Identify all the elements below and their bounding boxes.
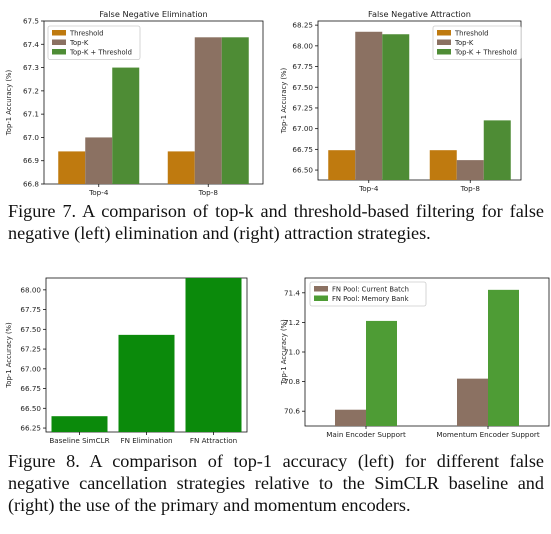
legend-swatch [437, 49, 451, 55]
y-axis-label: Top-1 Accuracy (%) [280, 67, 288, 134]
y-tick-label: 66.75 [20, 384, 41, 393]
bar [429, 150, 457, 180]
y-tick-label: 66.25 [20, 424, 41, 433]
y-tick-label: 71.0 [284, 348, 300, 357]
legend-swatch [437, 30, 451, 36]
x-tick-label: Main Encoder Support [326, 430, 406, 439]
legend-label: Threshold [454, 30, 489, 38]
y-tick-label: 67.1 [23, 110, 39, 119]
bar [488, 289, 519, 426]
figure-8-caption: Figure 8. A comparison of top-1 accuracy… [8, 450, 544, 516]
x-tick-label: Baseline SimCLR [49, 436, 109, 445]
y-tick-label: 67.00 [292, 124, 313, 133]
y-tick-label: 71.4 [284, 288, 300, 297]
bar [355, 31, 383, 180]
x-tick-label: Top-4 [358, 184, 379, 193]
y-axis-label: Top-1 Accuracy (%) [5, 322, 13, 389]
bar [118, 334, 175, 432]
bar [457, 378, 488, 426]
bar [483, 120, 511, 180]
legend-swatch [314, 295, 328, 301]
y-tick-label: 67.75 [20, 305, 41, 314]
y-tick-label: 67.4 [23, 40, 39, 49]
y-tick-label: 70.6 [284, 407, 300, 416]
y-tick-label: 67.0 [23, 133, 39, 142]
fn-attraction-chart: False Negative Attraction Top-1 Accuracy … [280, 9, 522, 193]
x-tick-label: Momentum Encoder Support [436, 430, 540, 439]
bar [51, 416, 108, 432]
legend-box [432, 25, 522, 60]
legend-box [47, 25, 141, 60]
plot-frame [317, 20, 522, 181]
legend-swatch [52, 39, 66, 45]
x-tick-label: Top-4 [88, 188, 109, 197]
y-axis-label: Top-1 Accuracy (%) [5, 69, 13, 136]
y-tick-label: 66.75 [292, 145, 313, 154]
x-tick-label: Top-8 [198, 188, 219, 197]
plot-frame [43, 20, 264, 185]
legend-label: FN Pool: Current Batch [332, 286, 409, 294]
y-tick-label: 67.2 [23, 86, 39, 95]
y-tick-label: 70.8 [284, 377, 300, 386]
y-tick-label: 67.50 [292, 83, 313, 92]
figure-7-caption-text: Figure 7. A comparison of top-k and thre… [8, 201, 544, 243]
x-tick-label: FN Elimination [120, 436, 172, 445]
y-tick-label: 67.25 [292, 103, 313, 112]
bar [366, 320, 397, 426]
legend-label: Threshold [69, 30, 104, 38]
legend-label: Top-K + Threshold [69, 49, 132, 57]
legend-label: Top-K [69, 39, 89, 47]
bar [328, 150, 356, 180]
legend-swatch [52, 49, 66, 55]
bar [112, 67, 140, 184]
legend-label: Top-K [454, 39, 474, 47]
bar [85, 137, 113, 184]
chart-title: False Negative Elimination [99, 9, 207, 19]
y-tick-label: 67.5 [23, 17, 39, 26]
y-tick-label: 67.50 [20, 325, 41, 334]
bar [221, 37, 249, 184]
x-tick-label: FN Attraction [190, 436, 237, 445]
y-tick-label: 67.75 [292, 62, 313, 71]
y-axis-label: Top-1 Accuracy (%) [280, 319, 288, 386]
fn-strategy-chart: Top-1 Accuracy (%) 66.25 66.50 66.75 67.00 67… [5, 277, 248, 445]
y-tick-label: 71.2 [284, 318, 300, 327]
y-tick-label: 66.9 [23, 156, 39, 165]
fn-elimination-chart: False Negative Elimination Top-1 Accuracy… [5, 9, 264, 197]
legend-box [309, 281, 427, 307]
y-tick-label: 66.8 [23, 180, 39, 189]
y-tick-label: 68.25 [292, 21, 313, 30]
y-tick-label: 67.25 [20, 345, 41, 354]
bar [382, 34, 410, 180]
legend-label: Top-K + Threshold [454, 49, 517, 57]
figure-8-caption-text: Figure 8. A comparison of top-1 accuracy… [8, 451, 544, 515]
legend-swatch [52, 30, 66, 36]
legend-swatch [437, 39, 451, 45]
y-tick-label: 66.50 [292, 166, 313, 175]
y-tick-label: 68.00 [292, 41, 313, 50]
bar [456, 160, 484, 180]
legend-swatch [314, 286, 328, 292]
legend-label: FN Pool: Memory Bank [332, 295, 409, 303]
bar [335, 409, 366, 426]
bar [58, 151, 86, 184]
encoder-support-chart: Top-1 Accuracy (%) 70.6 70.8 71.0 71.2 71.4 Ma… [280, 277, 550, 439]
x-tick-label: Top-8 [460, 184, 481, 193]
figure-7-caption: Figure 7. A comparison of top-k and thre… [8, 200, 544, 244]
bar [185, 278, 242, 432]
chart-title: False Negative Attraction [368, 9, 471, 19]
y-tick-label: 68.00 [20, 285, 41, 294]
y-tick-label: 67.00 [20, 364, 41, 373]
bar [167, 151, 195, 184]
y-tick-label: 67.3 [23, 63, 39, 72]
bar [194, 37, 222, 184]
y-tick-label: 66.50 [20, 404, 41, 413]
